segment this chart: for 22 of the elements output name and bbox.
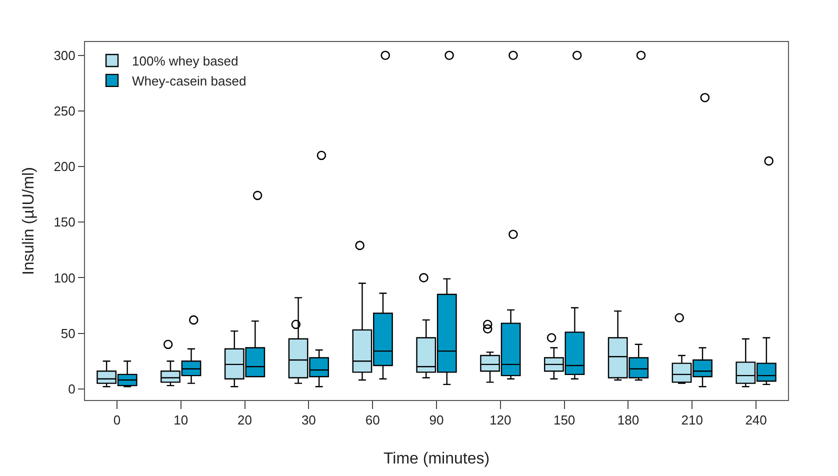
y-tick-label: 150 — [54, 214, 76, 230]
y-tick-label: 250 — [54, 103, 76, 118]
x-tick-label: 240 — [745, 412, 767, 428]
x-tick-label: 120 — [490, 412, 512, 428]
legend-label: 100% whey based — [132, 54, 238, 69]
x-tick-label: 0 — [113, 412, 121, 428]
x-axis-title: Time (minutes) — [383, 450, 490, 468]
x-tick-label: 20 — [238, 412, 252, 428]
x-tick-label: 180 — [617, 412, 640, 428]
legend-label: Whey-casein based — [132, 74, 246, 88]
x-tick-label: 210 — [681, 412, 703, 428]
y-tick-label: 200 — [54, 159, 76, 174]
x-tick-label: 150 — [553, 412, 576, 428]
y-tick-label: 100 — [54, 270, 76, 286]
x-tick-label: 10 — [174, 412, 188, 428]
x-tick-label: 30 — [301, 412, 316, 428]
y-tick-label: 300 — [54, 48, 76, 63]
y-tick-label: 0 — [68, 381, 76, 396]
y-tick-label: 50 — [60, 326, 76, 341]
y-axis-title: Insulin (µIU/ml) — [20, 167, 38, 275]
x-tick-label: 60 — [365, 412, 380, 428]
x-tick-label: 90 — [429, 412, 444, 428]
